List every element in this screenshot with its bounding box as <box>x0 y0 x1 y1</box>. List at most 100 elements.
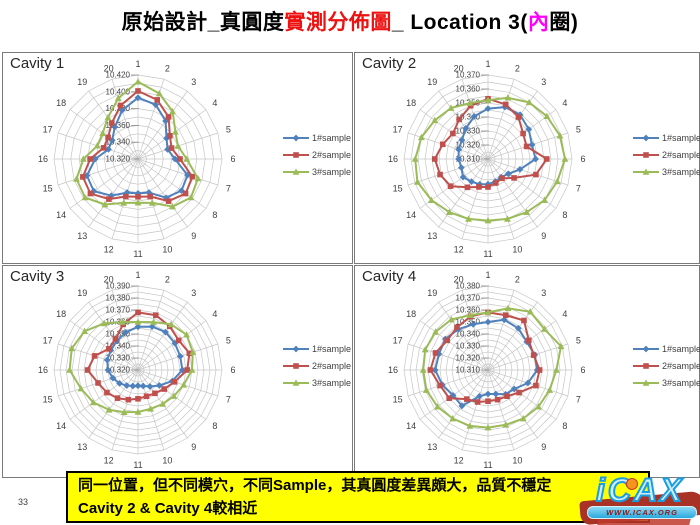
marker-square <box>186 350 193 357</box>
marker-diamond <box>484 318 492 326</box>
spoke-label: 20 <box>104 275 114 285</box>
marker-square <box>439 141 446 148</box>
marker-square <box>80 174 86 180</box>
spoke-label: 16 <box>38 154 48 164</box>
marker-diamond <box>176 352 184 360</box>
grid-spoke <box>487 369 557 420</box>
spoke-label: 1 <box>135 270 140 280</box>
marker-triangle <box>169 107 176 115</box>
grid-spoke <box>137 369 207 420</box>
grid-spoke <box>487 78 515 160</box>
marker-triangle <box>543 112 551 120</box>
grid-spoke <box>461 158 489 240</box>
marker-triangle <box>89 398 97 406</box>
cavity-4-legend: 1#sample 2#sample 3#sample <box>633 344 700 388</box>
marker-square <box>544 156 550 162</box>
spoke-label: 8 <box>562 421 567 431</box>
legend-label: 3#sample <box>312 378 352 388</box>
spoke-label: 5 <box>226 125 231 135</box>
spoke-label: 7 <box>226 183 231 193</box>
spoke-label: 5 <box>226 336 231 346</box>
spoke-label: 9 <box>191 231 196 241</box>
spoke-label: 4 <box>212 98 217 108</box>
marker-triangle <box>170 392 178 399</box>
marker-square <box>464 184 471 191</box>
marker-diamond <box>458 136 466 144</box>
marker-triangle <box>150 318 157 325</box>
slide-title-segment: 原始設計_真圓度 <box>121 11 285 34</box>
marker-square <box>135 309 141 316</box>
marker-square <box>175 337 182 344</box>
grid-spoke <box>111 369 139 451</box>
marker-diamond <box>145 189 153 196</box>
legend-marker-triangle-icon <box>283 379 309 386</box>
marker-triangle <box>561 155 569 162</box>
spoke-label: 17 <box>43 125 53 135</box>
marker-diamond <box>184 171 191 179</box>
legend-label: 1#sample <box>312 344 352 354</box>
marker-triangle <box>421 346 429 353</box>
grid-spoke <box>69 369 139 420</box>
marker-triangle <box>100 319 108 327</box>
marker-triangle <box>134 408 142 415</box>
marker-diamond <box>148 323 156 331</box>
marker-square <box>447 183 454 189</box>
spoke-label: 13 <box>427 231 437 241</box>
marker-square <box>511 175 517 181</box>
marker-diamond <box>528 141 536 149</box>
spoke-label: 20 <box>104 64 114 74</box>
grid-spoke <box>487 158 515 240</box>
axis-tick-label: 10.380 <box>456 282 481 291</box>
marker-diamond <box>462 125 470 132</box>
axis-tick-label: 10.310 <box>456 155 481 164</box>
marker-triangle <box>546 386 554 393</box>
spoke-label: 19 <box>77 77 87 87</box>
spoke-label: 9 <box>541 442 546 452</box>
marker-square <box>91 353 98 359</box>
spoke-label: 7 <box>576 394 581 404</box>
marker-diamond <box>468 178 475 186</box>
marker-square <box>504 393 510 400</box>
spoke-label: 3 <box>191 77 196 87</box>
spoke-label: 2 <box>165 64 170 74</box>
marker-diamond <box>123 189 131 196</box>
grid-spoke <box>461 369 489 451</box>
spoke-label: 8 <box>212 421 217 431</box>
axis-tick-label: 10.400 <box>106 87 131 96</box>
spoke-label: 12 <box>104 455 114 465</box>
marker-square <box>95 380 101 386</box>
spoke-label: 20 <box>454 64 464 74</box>
spoke-label: 2 <box>515 64 520 74</box>
marker-triangle <box>556 132 564 139</box>
marker-square <box>135 396 141 402</box>
marker-triangle <box>523 208 531 216</box>
marker-square <box>177 156 183 162</box>
spoke-label: 7 <box>226 394 231 404</box>
marker-diamond <box>109 374 117 382</box>
legend-item-2#sample: 2#sample <box>283 150 351 160</box>
marker-triangle <box>484 217 492 224</box>
marker-square <box>492 180 499 186</box>
marker-square <box>100 145 107 151</box>
marker-square <box>106 346 112 352</box>
spoke-label: 3 <box>541 77 546 87</box>
marker-triangle <box>484 96 492 103</box>
grid-spoke <box>487 369 538 439</box>
marker-triangle <box>535 403 542 410</box>
marker-triangle <box>504 215 511 222</box>
spoke-label: 11 <box>133 249 142 259</box>
axis-tick-label: 10.340 <box>456 330 481 339</box>
spoke-label: 18 <box>56 309 66 319</box>
marker-square <box>87 190 94 197</box>
legend-marker-diamond-icon <box>633 345 659 353</box>
marker-triangle <box>169 202 176 210</box>
grid-spoke <box>407 369 489 397</box>
spoke-label: 15 <box>43 183 53 193</box>
cavity-4-title: Cavity 4 <box>362 268 417 285</box>
spoke-label: 15 <box>43 394 53 404</box>
marker-square <box>454 324 460 331</box>
marker-triangle <box>147 405 155 412</box>
spoke-label: 12 <box>104 244 114 254</box>
marker-triangle <box>418 133 425 141</box>
marker-square <box>112 336 119 342</box>
